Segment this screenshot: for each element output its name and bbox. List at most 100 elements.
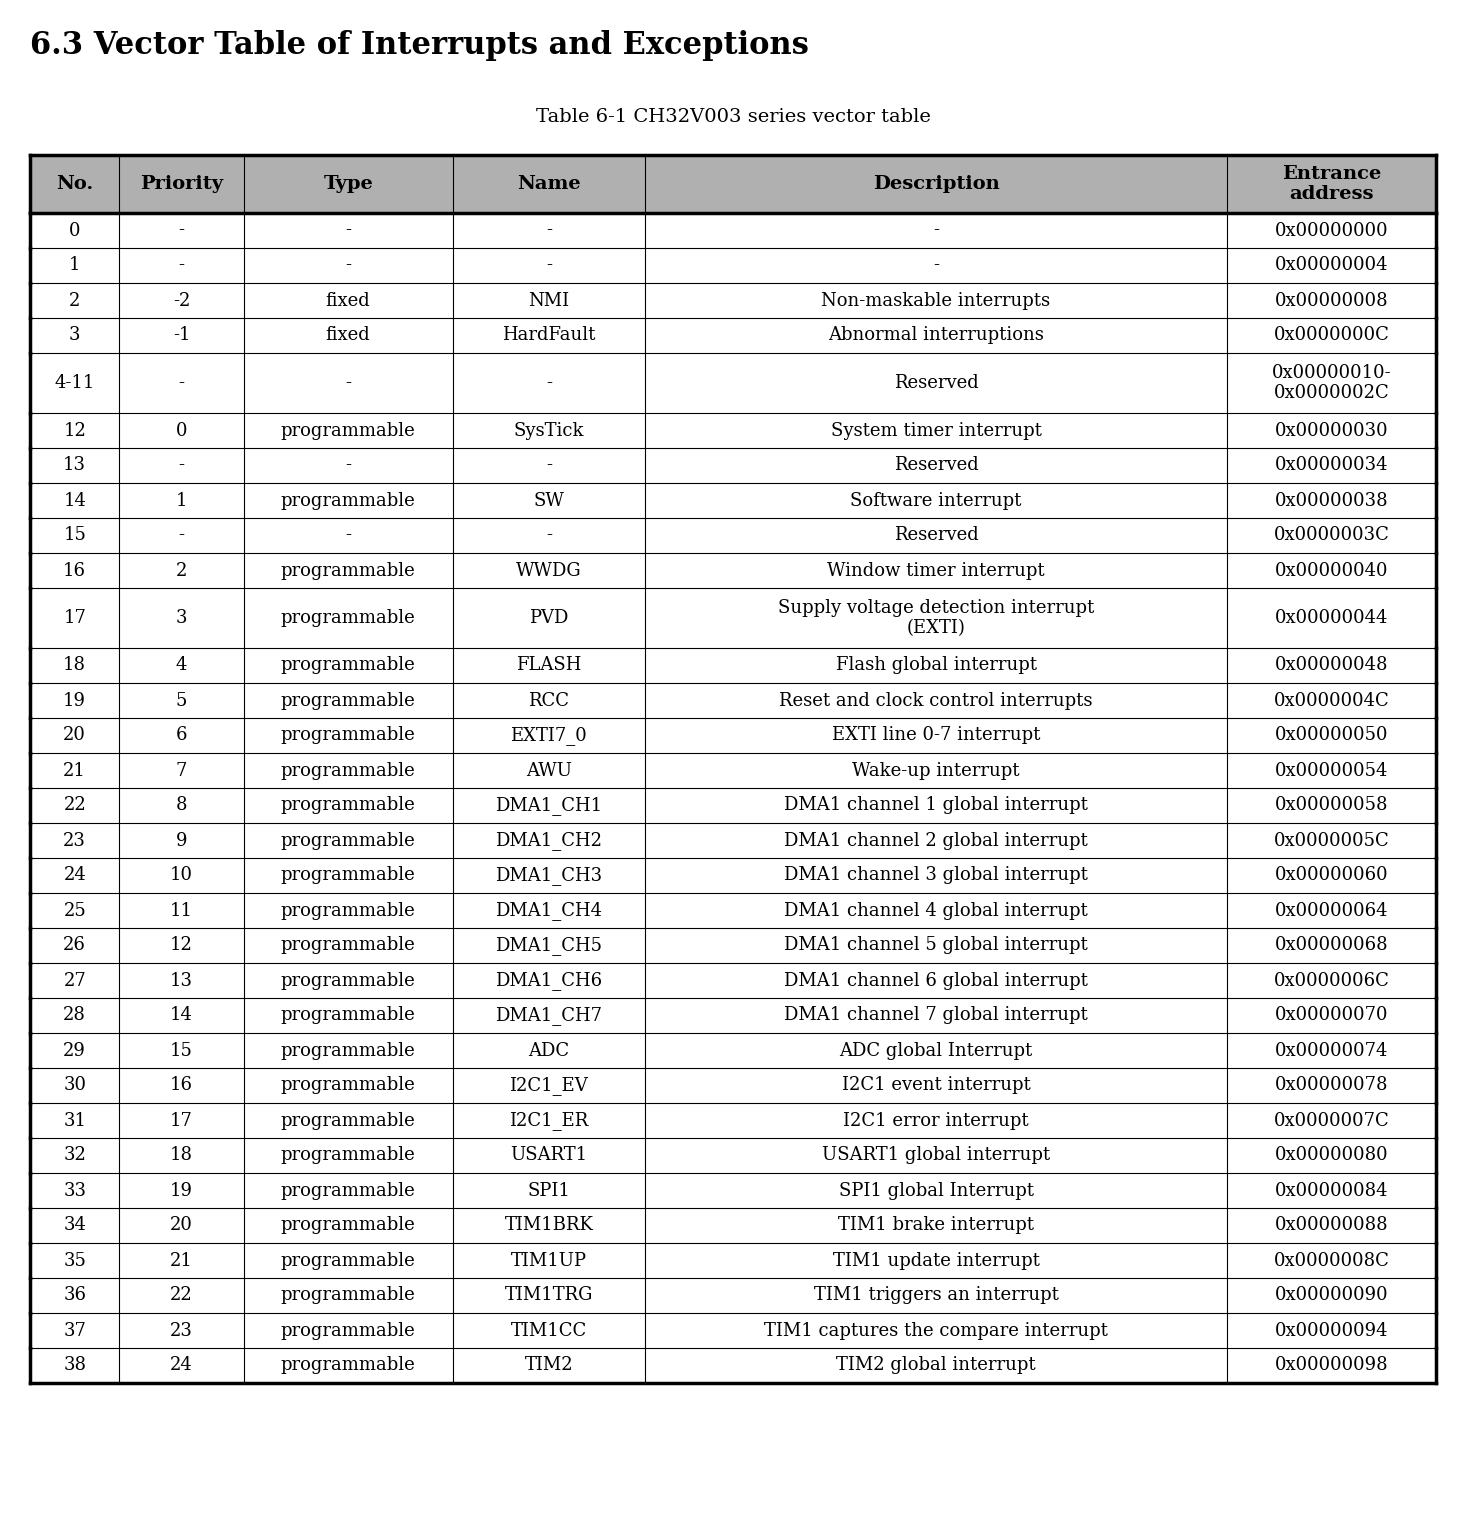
Text: 0x00000098: 0x00000098 [1274, 1357, 1388, 1374]
Bar [29, 682, 1437, 719]
Text: 24: 24 [63, 867, 86, 885]
Text: 25: 25 [63, 902, 86, 920]
Bar [29, 648, 1437, 682]
Text: programmable: programmable [281, 610, 415, 626]
Text: EXTI7_0: EXTI7_0 [510, 726, 588, 744]
Bar [29, 517, 1437, 552]
Text: 12: 12 [63, 422, 86, 439]
Text: SysTick: SysTick [513, 422, 583, 439]
Text: USART1: USART1 [510, 1147, 588, 1165]
Text: -: - [179, 527, 185, 545]
Text: Wake-up interrupt: Wake-up interrupt [852, 761, 1020, 779]
Text: 0x00000004: 0x00000004 [1275, 257, 1388, 274]
Bar [29, 1033, 1437, 1068]
Text: DMA1 channel 5 global interrupt: DMA1 channel 5 global interrupt [784, 937, 1088, 955]
Bar [29, 483, 1437, 517]
Bar [29, 962, 1437, 999]
Text: -: - [932, 257, 940, 274]
Text: programmable: programmable [281, 1006, 415, 1024]
Text: 22: 22 [63, 796, 86, 814]
Text: programmable: programmable [281, 867, 415, 885]
Text: 2: 2 [69, 292, 81, 310]
Text: I2C1 error interrupt: I2C1 error interrupt [843, 1112, 1029, 1130]
Text: -: - [345, 374, 352, 392]
Text: DMA1_CH3: DMA1_CH3 [496, 865, 603, 885]
Text: 19: 19 [63, 691, 86, 710]
Text: 15: 15 [63, 527, 86, 545]
Text: 0x00000090: 0x00000090 [1274, 1286, 1388, 1304]
Bar [29, 823, 1437, 858]
Text: 3: 3 [69, 327, 81, 345]
Text: 1: 1 [69, 257, 81, 274]
Bar [29, 1207, 1437, 1244]
Text: -: - [179, 221, 185, 239]
Bar [29, 1244, 1437, 1278]
Text: Reserved: Reserved [894, 374, 978, 392]
Text: -: - [545, 257, 551, 274]
Text: programmable: programmable [281, 971, 415, 990]
Text: 0x00000008: 0x00000008 [1274, 292, 1388, 310]
Text: DMA1 channel 7 global interrupt: DMA1 channel 7 global interrupt [784, 1006, 1088, 1024]
Text: -: - [179, 257, 185, 274]
Text: Flash global interrupt: Flash global interrupt [836, 657, 1036, 675]
Text: Abnormal interruptions: Abnormal interruptions [828, 327, 1044, 345]
Text: 12: 12 [170, 937, 194, 955]
Text: 13: 13 [170, 971, 194, 990]
Text: fixed: fixed [325, 292, 371, 310]
Text: 3: 3 [176, 610, 188, 626]
Text: TIM1UP: TIM1UP [512, 1251, 586, 1269]
Text: 18: 18 [170, 1147, 194, 1165]
Text: 35: 35 [63, 1251, 86, 1269]
Text: Priority: Priority [139, 176, 223, 194]
Text: 0x00000040: 0x00000040 [1275, 561, 1388, 579]
Text: 10: 10 [170, 867, 194, 885]
Text: 0x00000060: 0x00000060 [1274, 867, 1388, 885]
Text: 0x00000054: 0x00000054 [1275, 761, 1388, 779]
Text: programmable: programmable [281, 1286, 415, 1304]
Text: DMA1_CH6: DMA1_CH6 [496, 971, 603, 990]
Text: programmable: programmable [281, 1147, 415, 1165]
Text: -: - [545, 457, 551, 475]
Bar [29, 318, 1437, 353]
Text: 30: 30 [63, 1077, 86, 1094]
Text: 33: 33 [63, 1182, 86, 1200]
Bar [29, 353, 1437, 413]
Text: 21: 21 [170, 1251, 194, 1269]
Bar [29, 1103, 1437, 1138]
Text: 0x00000050: 0x00000050 [1275, 726, 1388, 744]
Text: DMA1 channel 1 global interrupt: DMA1 channel 1 global interrupt [784, 796, 1088, 814]
Text: -: - [932, 221, 940, 239]
Text: 1: 1 [176, 492, 188, 510]
Text: 0x00000064: 0x00000064 [1275, 902, 1388, 920]
Text: 0x00000010-
0x0000002C: 0x00000010- 0x0000002C [1271, 363, 1391, 402]
Text: 0x00000034: 0x00000034 [1275, 457, 1388, 475]
Text: 0x00000078: 0x00000078 [1275, 1077, 1388, 1094]
Text: 0: 0 [69, 221, 81, 239]
Text: 28: 28 [63, 1006, 86, 1024]
Text: SW: SW [534, 492, 564, 510]
Text: 16: 16 [63, 561, 86, 579]
Text: ADC: ADC [528, 1041, 569, 1059]
Bar [29, 927, 1437, 962]
Text: programmable: programmable [281, 1321, 415, 1339]
Text: 0x00000048: 0x00000048 [1275, 657, 1388, 675]
Bar [29, 999, 1437, 1033]
Text: 0x00000084: 0x00000084 [1275, 1182, 1388, 1200]
Bar [29, 858, 1437, 893]
Text: programmable: programmable [281, 1357, 415, 1374]
Text: 23: 23 [63, 832, 86, 849]
Text: programmable: programmable [281, 657, 415, 675]
Text: 15: 15 [170, 1041, 194, 1059]
Text: Software interrupt: Software interrupt [850, 492, 1022, 510]
Text: TIM2: TIM2 [525, 1357, 573, 1374]
Text: programmable: programmable [281, 796, 415, 814]
Text: 19: 19 [170, 1182, 194, 1200]
Text: programmable: programmable [281, 691, 415, 710]
Text: 0x00000070: 0x00000070 [1275, 1006, 1388, 1024]
Text: 24: 24 [170, 1357, 194, 1374]
Text: 4-11: 4-11 [54, 374, 95, 392]
Text: 18: 18 [63, 657, 86, 675]
Text: PVD: PVD [529, 610, 569, 626]
Text: 36: 36 [63, 1286, 86, 1304]
Text: 23: 23 [170, 1321, 194, 1339]
